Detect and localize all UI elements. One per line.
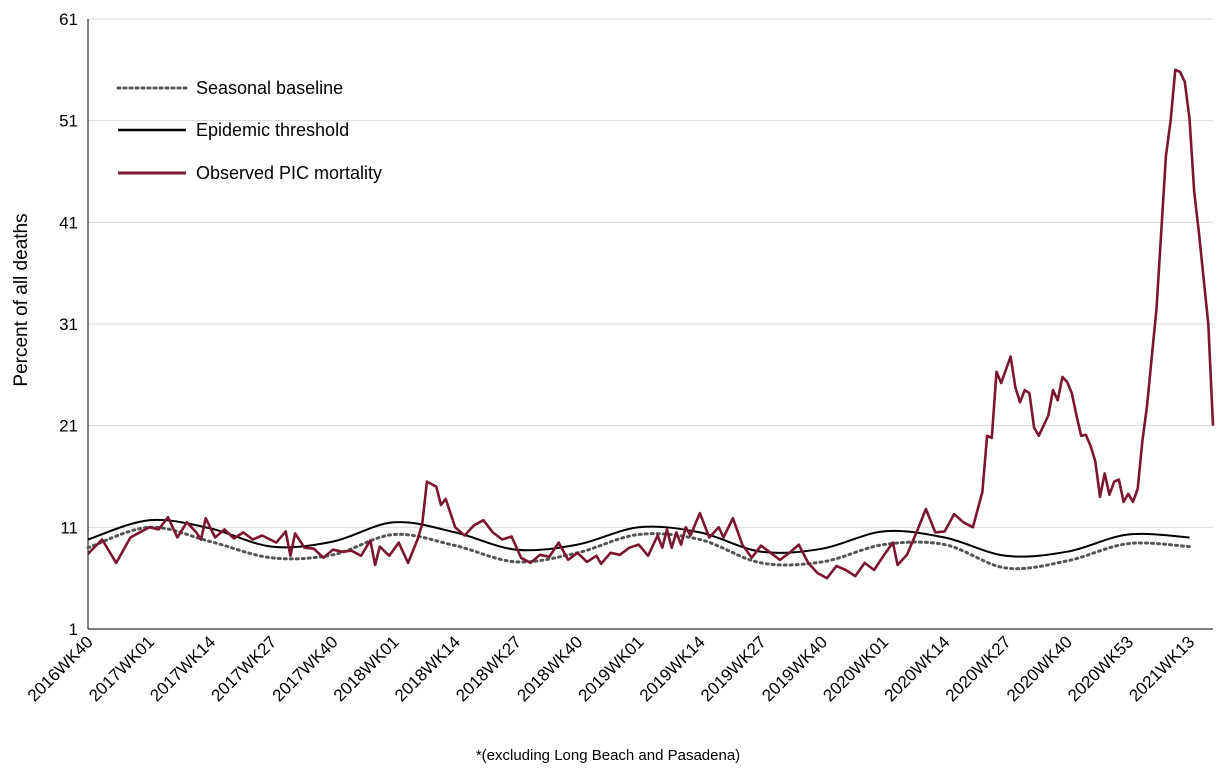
x-tick-label: 2017WK14 bbox=[146, 632, 219, 705]
series-observed-pic-mortality bbox=[87, 68, 1215, 580]
y-axis-label: Percent of all deaths bbox=[11, 213, 32, 386]
legend: Seasonal baseline Epidemic threshold Obs… bbox=[116, 78, 382, 183]
y-tick-label: 1 bbox=[69, 620, 78, 639]
y-tick-label: 41 bbox=[59, 213, 78, 232]
x-tick-label: 2018WK40 bbox=[513, 632, 586, 705]
x-tick-label: 2018WK14 bbox=[391, 632, 464, 705]
footnote: *(excluding Long Beach and Pasadena) bbox=[476, 747, 740, 764]
y-tick-label: 61 bbox=[59, 10, 78, 29]
x-tick-label: 2018WK01 bbox=[330, 632, 403, 705]
x-tick-label: 2016WK40 bbox=[24, 632, 97, 705]
x-tick-label: 2019WK40 bbox=[758, 632, 831, 705]
y-tick-label: 51 bbox=[59, 112, 78, 131]
x-tick-label: 2020WK53 bbox=[1064, 632, 1137, 705]
x-tick-label: 2019WK27 bbox=[697, 632, 770, 705]
series-seasonal-baseline bbox=[86, 525, 1191, 571]
x-tick-label: 2020WK14 bbox=[881, 632, 954, 705]
x-tick-label: 2020WK27 bbox=[942, 632, 1015, 705]
x-axis-ticks: 2016WK402017WK012017WK142017WK272017WK40… bbox=[24, 632, 1198, 705]
x-tick-label: 2020WK01 bbox=[819, 632, 892, 705]
x-tick-label: 2019WK14 bbox=[636, 632, 709, 705]
x-tick-label: 2017WK40 bbox=[269, 632, 342, 705]
y-tick-label: 21 bbox=[59, 417, 78, 436]
x-tick-label: 2020WK40 bbox=[1003, 632, 1076, 705]
x-tick-label: 2018WK27 bbox=[452, 632, 525, 705]
y-tick-label: 31 bbox=[59, 315, 78, 334]
legend-label-epidemic-threshold: Epidemic threshold bbox=[196, 120, 349, 140]
x-tick-label: 2019WK01 bbox=[575, 632, 648, 705]
series-epidemic-threshold bbox=[87, 518, 1190, 558]
gridlines bbox=[88, 18, 1213, 528]
legend-label-seasonal-baseline: Seasonal baseline bbox=[196, 78, 343, 98]
x-tick-label: 2017WK27 bbox=[207, 632, 280, 705]
x-tick-label: 2021WK13 bbox=[1125, 632, 1198, 705]
legend-label-observed-pic-mortality: Observed PIC mortality bbox=[196, 163, 382, 183]
series-lines bbox=[86, 68, 1215, 580]
y-tick-label: 11 bbox=[60, 518, 78, 537]
x-tick-label: 2017WK01 bbox=[85, 632, 158, 705]
